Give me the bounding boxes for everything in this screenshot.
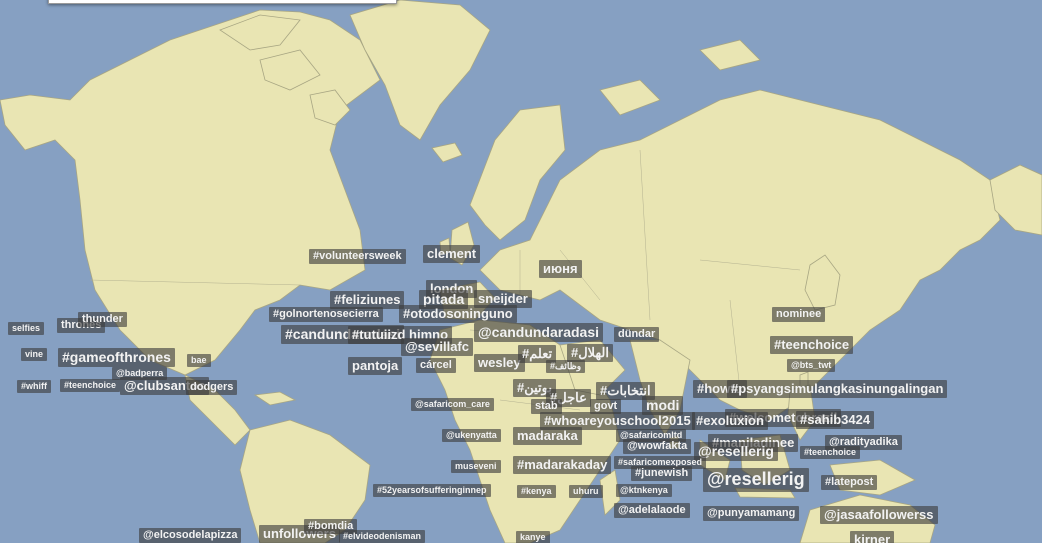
trend-tag[interactable]: #psyangsimulangkasinungalingan bbox=[727, 380, 948, 398]
trend-tag[interactable]: pantoja bbox=[348, 357, 403, 375]
trend-tag[interactable]: #junewish bbox=[631, 466, 693, 482]
trend-tag[interactable]: @resellerig bbox=[694, 442, 778, 461]
trend-tag[interactable]: @sevillafc bbox=[401, 338, 473, 356]
trend-tag[interactable]: sneijder bbox=[474, 290, 532, 308]
trend-tag[interactable]: #madarakaday bbox=[513, 456, 612, 474]
trend-tag[interactable]: @adelalaode bbox=[614, 503, 690, 519]
trend-tag[interactable]: #teenchoice bbox=[770, 336, 854, 354]
trend-tag[interactable]: kanye bbox=[516, 531, 550, 543]
trend-tag[interactable]: #exoluxion bbox=[692, 412, 768, 430]
top-panel-edge bbox=[48, 0, 397, 4]
trend-tag[interactable]: #وظائف bbox=[546, 360, 586, 373]
trend-tag[interactable]: @candundaradasi bbox=[474, 323, 604, 342]
trend-tag[interactable]: pitada bbox=[419, 290, 469, 309]
trend-tag[interactable]: @punyamamang bbox=[703, 506, 800, 522]
trend-tag[interactable]: #latepost bbox=[821, 475, 878, 491]
trend-tag[interactable]: @wowfakta bbox=[623, 439, 692, 455]
trend-tag[interactable]: stab bbox=[531, 399, 562, 415]
trend-tag[interactable]: selfies bbox=[8, 322, 45, 335]
trend-tag[interactable]: bae bbox=[187, 354, 211, 367]
trend-tag[interactable]: dündar bbox=[614, 327, 660, 343]
trend-tag[interactable]: #elvideodenisman bbox=[339, 530, 426, 543]
trend-tag[interactable]: @safaricom_care bbox=[411, 398, 494, 411]
trend-tag[interactable]: madaraka bbox=[513, 427, 582, 445]
trend-tag[interactable]: #sahib3424 bbox=[796, 411, 875, 429]
trend-tag[interactable]: #feliziunes bbox=[330, 291, 405, 309]
trend-tag[interactable]: #golnortenosecierra bbox=[269, 307, 383, 323]
trend-tag[interactable]: #الهلال bbox=[567, 344, 614, 362]
trend-tag[interactable]: #safaricomexposed bbox=[614, 456, 707, 469]
trend-tag[interactable]: @ukenyatta bbox=[442, 429, 501, 442]
trend-tag[interactable]: dodgers bbox=[186, 380, 238, 396]
trend-tag[interactable]: #teenchoice bbox=[800, 446, 861, 459]
trend-tag[interactable]: clement bbox=[423, 245, 481, 263]
trend-tag[interactable]: vine bbox=[21, 348, 48, 361]
trend-tag[interactable]: #gameofthrones bbox=[58, 348, 175, 367]
trend-tag[interactable]: nominee bbox=[772, 307, 826, 323]
trend-tag[interactable]: #52yearsofsufferinginnep bbox=[373, 484, 491, 497]
trend-tag[interactable]: modi bbox=[642, 396, 684, 415]
trend-tag[interactable]: cárcel bbox=[416, 358, 456, 374]
trend-tag[interactable]: @badperra bbox=[112, 367, 168, 380]
trend-tag[interactable]: kirner bbox=[850, 531, 895, 543]
trend-tag[interactable]: @elcosodelapizza bbox=[139, 528, 242, 543]
trend-tag[interactable]: govt bbox=[590, 399, 622, 415]
trend-tag[interactable]: wesley bbox=[474, 354, 525, 372]
trend-tag[interactable]: #تعلم bbox=[518, 345, 557, 363]
trend-tag[interactable]: thunder bbox=[78, 312, 127, 328]
trend-tag[interactable]: museveni bbox=[451, 460, 501, 473]
trend-tag[interactable]: #otodosoninguno bbox=[399, 305, 517, 323]
trend-tag[interactable]: #انتخابات bbox=[596, 382, 655, 400]
trend-tag[interactable]: #whoareyouschool2015 bbox=[540, 412, 695, 430]
trend-tag[interactable]: @jasaafollowerss bbox=[820, 506, 938, 524]
trend-tag[interactable]: @safaricomltd bbox=[616, 429, 687, 442]
trend-tag[interactable]: @resellerig bbox=[703, 468, 809, 492]
trend-tag[interactable]: @bts_twt bbox=[787, 359, 836, 372]
trend-tag[interactable]: #بوتين bbox=[513, 379, 557, 397]
trend-tag[interactable]: #kenya bbox=[517, 485, 556, 498]
trend-tag[interactable]: uhuru bbox=[569, 485, 603, 498]
trend-tag[interactable]: #teenchoice bbox=[60, 379, 121, 392]
trend-tag[interactable]: #whiff bbox=[17, 380, 51, 393]
trend-tag[interactable]: @ktnkenya bbox=[616, 484, 672, 497]
trend-tag[interactable]: #volunteersweek bbox=[309, 249, 406, 265]
trend-tag[interactable]: июня bbox=[539, 260, 582, 278]
